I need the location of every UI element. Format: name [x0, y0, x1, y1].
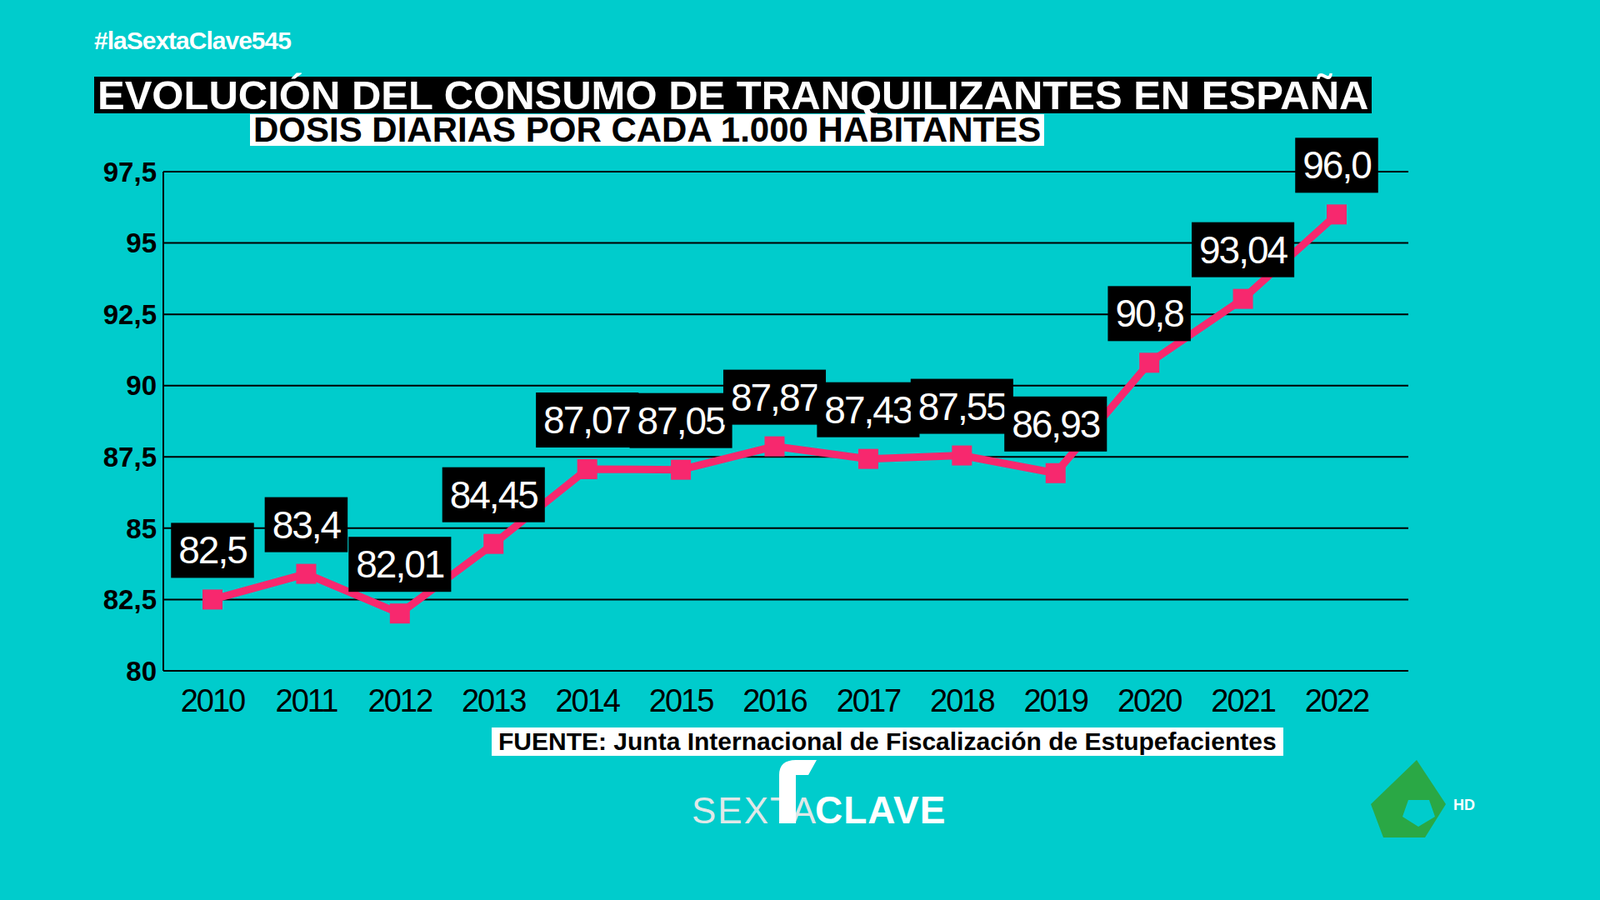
- svg-text:87,07: 87,07: [543, 398, 632, 442]
- svg-text:82,01: 82,01: [355, 542, 445, 586]
- svg-text:82,5: 82,5: [178, 528, 247, 572]
- svg-text:HD: HD: [1453, 796, 1475, 814]
- svg-text:2013: 2013: [461, 683, 526, 719]
- svg-text:2018: 2018: [930, 683, 995, 719]
- svg-text:87,05: 87,05: [637, 399, 726, 443]
- svg-text:83,4: 83,4: [272, 503, 342, 547]
- svg-text:90: 90: [125, 370, 157, 401]
- svg-text:CLAVE: CLAVE: [815, 788, 947, 832]
- svg-text:2012: 2012: [368, 683, 433, 719]
- svg-text:87,55: 87,55: [918, 385, 1007, 429]
- svg-text:2019: 2019: [1023, 683, 1088, 719]
- svg-text:87,43: 87,43: [824, 388, 913, 432]
- svg-text:2021: 2021: [1210, 683, 1275, 719]
- svg-text:SEXTA: SEXTA: [691, 790, 818, 831]
- svg-text:90,8: 90,8: [1115, 291, 1184, 335]
- svg-text:2015: 2015: [649, 683, 714, 719]
- html-text:FUENTE: Junta Internacional de: FUENTE: Junta Internacional de Fiscaliza…: [498, 727, 1277, 755]
- svg-text:97,5: 97,5: [103, 156, 157, 188]
- svg-text:2022: 2022: [1305, 683, 1370, 719]
- html-text:DOSIS DIARIAS POR CADA 1.000 H: DOSIS DIARIAS POR CADA 1.000 HABITANTES: [253, 110, 1041, 150]
- svg-text:84,45: 84,45: [450, 473, 539, 517]
- svg-text:2017: 2017: [836, 683, 901, 719]
- svg-text:80: 80: [125, 655, 157, 687]
- svg-text:96,0: 96,0: [1302, 143, 1371, 187]
- svg-text:82,5: 82,5: [103, 584, 157, 615]
- svg-text:87,87: 87,87: [730, 375, 820, 420]
- svg-text:87,5: 87,5: [103, 441, 157, 473]
- svg-text:93,04: 93,04: [1199, 228, 1289, 272]
- svg-text:2020: 2020: [1117, 683, 1182, 719]
- svg-text:86,93: 86,93: [1011, 402, 1100, 446]
- html-text:EVOLUCIÓN DEL CONSUMO DE TRANQ: EVOLUCIÓN DEL CONSUMO DE TRANQUILIZANTES…: [97, 72, 1369, 118]
- svg-text:2014: 2014: [555, 683, 620, 719]
- svg-text:2011: 2011: [275, 683, 339, 719]
- svg-text:95: 95: [125, 227, 157, 259]
- svg-text:85: 85: [125, 513, 157, 545]
- svg-text:2016: 2016: [742, 683, 807, 719]
- html-text:#laSextaClave545: #laSextaClave545: [94, 26, 291, 55]
- svg-text:92,5: 92,5: [103, 299, 157, 330]
- svg-text:2010: 2010: [180, 683, 245, 719]
